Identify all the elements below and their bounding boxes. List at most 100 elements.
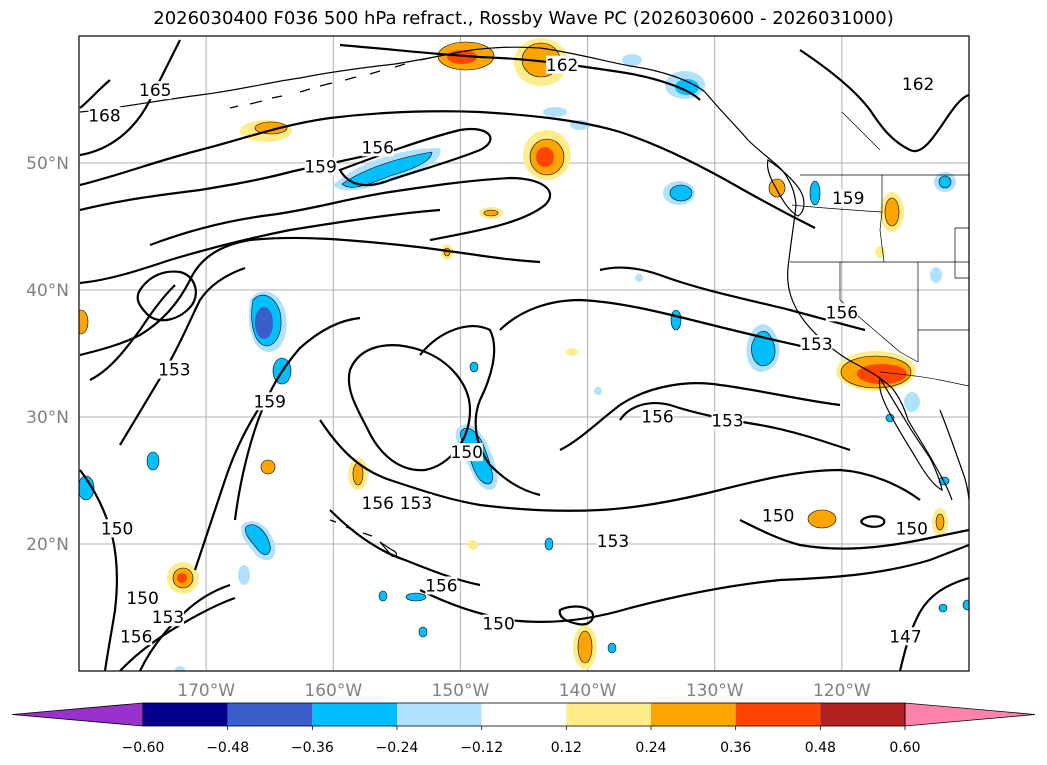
colorbar-tick-label: 0.24 [635, 740, 666, 756]
colorbar-extend-low [11, 702, 144, 727]
positive-anomaly [468, 540, 478, 550]
positive-anomaly [566, 348, 578, 356]
colorbar-tick-label: −0.24 [376, 740, 419, 756]
negative-anomaly [962, 599, 969, 611]
positive-anomaly [935, 513, 945, 531]
lon-tick-label: 130°W [686, 681, 744, 701]
contour-label-bg [832, 189, 865, 208]
contour-label-bg [711, 411, 744, 430]
positive-anomaly [857, 364, 907, 384]
colorbar-segment [820, 703, 905, 726]
contour-159-center [233, 316, 361, 521]
positive-anomaly [260, 459, 276, 475]
negative-anomaly [469, 361, 479, 373]
latitude-labels: 20°N 30°N 40°N 50°N [26, 154, 69, 555]
negative-anomaly [607, 642, 617, 654]
contour-162-north [339, 43, 701, 101]
ca-nv-border [839, 262, 919, 363]
alaska-aleutian-coast [79, 46, 706, 113]
contour-label-bg [902, 74, 935, 93]
contour-label: 162 [546, 56, 578, 76]
colorbar-segment [481, 703, 567, 726]
contour-label: 168 [88, 107, 120, 127]
negative-anomaly [146, 451, 160, 471]
contour-label-bg [88, 106, 121, 125]
contour-label-bg [800, 335, 833, 354]
negative-anomaly [175, 666, 185, 671]
contour-159-outer [79, 110, 816, 229]
contour-label-bg [450, 443, 483, 462]
contour-label-bg [120, 627, 153, 646]
map-title: 2026030400 F036 500 hPa refract., Rossby… [153, 8, 894, 29]
political-borders [790, 111, 969, 387]
negative-anomaly [544, 537, 554, 551]
colorbar: −0.60 −0.48 −0.36 −0.24 −0.12 0.12 0.24 0.36 0.4… [11, 702, 1036, 756]
lon-tick-label: 160°W [304, 681, 362, 701]
mexico-border [879, 371, 969, 387]
contour-label-bg [889, 627, 922, 646]
colorbar-segment [651, 703, 736, 726]
contour-label-bg [361, 493, 394, 512]
positive-anomaly [884, 197, 900, 227]
positive-anomaly [536, 147, 554, 167]
contour-label: 162 [902, 75, 934, 95]
id-border [879, 175, 885, 263]
contour-label: 153 [152, 608, 184, 628]
contour-label-bg [152, 608, 184, 627]
contour-159-west [119, 266, 246, 446]
contour-label: 156 [641, 408, 673, 428]
positive-anomaly [177, 573, 187, 583]
contour-small-loop-2 [860, 515, 886, 528]
contour-153-pac [499, 298, 821, 352]
contour-150-trough [419, 325, 541, 497]
colorbar-tick-label: −0.36 [291, 740, 334, 756]
contour-label-bg [597, 532, 629, 550]
colorbar-tick-label: −0.48 [206, 740, 249, 756]
contour-label: 150 [762, 507, 794, 527]
contour-label: 156 [826, 303, 858, 323]
negative-anomaly [255, 307, 273, 339]
lat-tick-label: 30°N [26, 408, 69, 428]
colorbar-tick-label: 0.60 [889, 740, 920, 756]
contour-156-closed [347, 344, 472, 472]
positive-anomaly [483, 209, 499, 217]
contour-159-inner [338, 127, 492, 187]
contour-153-south [319, 419, 921, 512]
colorbar-tick-label: 0.12 [551, 740, 582, 756]
contour-153-sw [139, 583, 231, 671]
negative-anomaly [930, 267, 942, 283]
contour-label: 150 [126, 589, 158, 609]
contour-label-bg [546, 55, 579, 74]
contour-label: 156 [362, 494, 394, 514]
contour-153-west [89, 284, 176, 381]
contour-label-bg [101, 519, 134, 538]
contour-label: 153 [400, 494, 432, 514]
negative-anomaly [79, 475, 95, 501]
contour-small-loop [558, 605, 595, 626]
negative-anomaly [675, 79, 699, 95]
contour-label-bg [895, 519, 928, 538]
lon-tick-label: 170°W [177, 681, 235, 701]
contour-label-bg [126, 589, 159, 608]
contour-165 [79, 39, 181, 157]
contour-156-center [193, 394, 269, 571]
negative-anomaly [418, 626, 428, 638]
contour-label: 159 [253, 392, 285, 412]
negative-anomaly [938, 175, 952, 189]
contour-label: 159 [832, 189, 864, 209]
wa-or-border [791, 204, 883, 213]
contour-153-wave [79, 236, 541, 357]
contour-label-bg [425, 576, 458, 595]
contour-153-loop [559, 382, 841, 451]
contour-label: 150 [482, 615, 514, 635]
lat-tick-label: 40°N [26, 281, 69, 301]
contour-label: 159 [304, 157, 336, 177]
contour-label-bg [253, 392, 286, 411]
colorbar-tick-label: −0.12 [460, 740, 503, 756]
positive-anomaly [577, 630, 593, 664]
contour-label: 153 [711, 411, 743, 431]
negative-anomaly [670, 309, 682, 331]
colorbar-segment [312, 703, 397, 726]
colorbar-segment [735, 703, 821, 726]
contour-156-sw [119, 596, 236, 671]
